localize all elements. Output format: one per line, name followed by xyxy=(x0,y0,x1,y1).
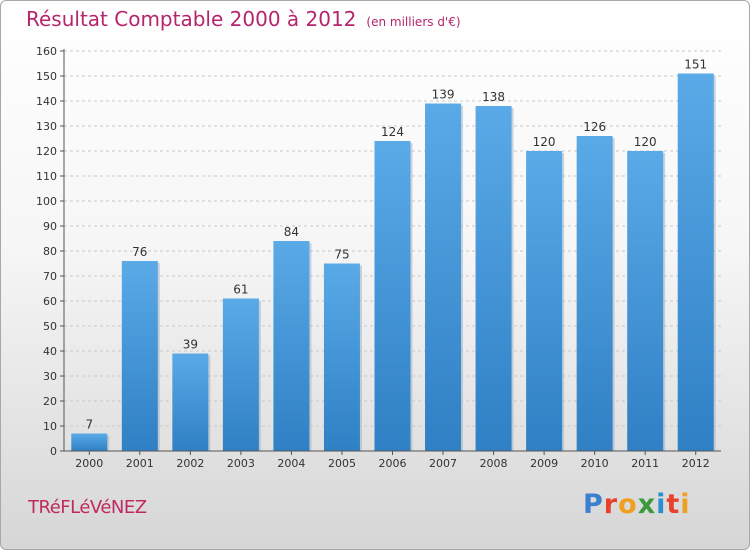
y-tick-label: 140 xyxy=(36,95,57,108)
x-tick-label: 2004 xyxy=(277,457,305,470)
y-tick-label: 160 xyxy=(36,45,57,58)
bar-2008[interactable] xyxy=(475,106,512,451)
y-tick-label: 60 xyxy=(43,295,57,308)
x-tick-label: 2003 xyxy=(227,457,255,470)
logo-letter: P xyxy=(583,489,604,520)
y-tick-label: 80 xyxy=(43,245,57,258)
bar-2007[interactable] xyxy=(425,103,462,452)
data-label: 124 xyxy=(381,125,404,139)
data-label: 120 xyxy=(634,135,657,149)
y-tick-label: 0 xyxy=(50,445,57,458)
data-label: 126 xyxy=(583,120,606,134)
data-label: 139 xyxy=(432,88,455,102)
y-tick-label: 70 xyxy=(43,270,57,283)
bar-2001[interactable] xyxy=(121,261,158,451)
commune-name: TRéFLéVéNEZ xyxy=(28,497,147,518)
bar-2009[interactable] xyxy=(526,151,563,451)
x-tick-label: 2002 xyxy=(176,457,204,470)
logo-letter: o xyxy=(618,489,638,520)
bar-2011[interactable] xyxy=(627,151,664,451)
chart-title: Résultat Comptable 2000 à 2012 (en millie… xyxy=(26,7,461,31)
bar-2006[interactable] xyxy=(374,141,411,451)
x-tick-label: 2009 xyxy=(530,457,558,470)
logo-letter: i xyxy=(680,489,691,520)
x-tick-label: 2008 xyxy=(480,457,508,470)
bar-2003[interactable] xyxy=(222,298,259,452)
bar-2005[interactable] xyxy=(323,263,360,452)
x-tick-label: 2005 xyxy=(328,457,356,470)
y-tick-label: 40 xyxy=(43,345,57,358)
x-tick-label: 2007 xyxy=(429,457,457,470)
x-tick-label: 2000 xyxy=(75,457,103,470)
chart-title-text: Résultat Comptable 2000 à 2012 xyxy=(26,7,357,31)
data-label: 120 xyxy=(533,135,556,149)
chart-subtitle: (en milliers d'€) xyxy=(366,15,461,29)
bars: 7 76 39 61 84 75 124 139 138 120 126 120 151 xyxy=(71,58,716,452)
y-tick-label: 110 xyxy=(36,170,57,183)
data-label: 75 xyxy=(334,248,349,262)
logo-letter: r xyxy=(603,489,619,520)
y-tick-label: 130 xyxy=(36,120,57,133)
data-label: 84 xyxy=(284,225,299,239)
y-tick-label: 100 xyxy=(36,195,57,208)
y-tick-label: 90 xyxy=(43,220,57,233)
x-tick-label: 2012 xyxy=(682,457,710,470)
logo-letter: t xyxy=(666,489,681,520)
bar-2000[interactable] xyxy=(71,433,108,452)
data-label: 151 xyxy=(684,58,707,72)
logo-letter: i xyxy=(656,489,667,520)
bar-2010[interactable] xyxy=(576,136,613,451)
x-tick-label: 2011 xyxy=(631,457,659,470)
axes: 0 10 20 30 40 50 60 70 80 90 100 110 120 130 140 150 160… xyxy=(36,45,721,470)
y-tick-label: 20 xyxy=(43,395,57,408)
x-tick-label: 2001 xyxy=(126,457,154,470)
proxiti-logo[interactable]: Proxiti xyxy=(583,489,691,520)
y-tick-label: 30 xyxy=(43,370,57,383)
data-label: 76 xyxy=(132,245,147,259)
bar-2002[interactable] xyxy=(172,353,209,452)
x-tick-label: 2010 xyxy=(581,457,609,470)
data-label: 61 xyxy=(233,283,248,297)
y-tick-label: 50 xyxy=(43,320,57,333)
data-label: 138 xyxy=(482,90,505,104)
y-tick-label: 150 xyxy=(36,70,57,83)
y-tick-label: 10 xyxy=(43,420,57,433)
bar-2012[interactable] xyxy=(677,73,714,452)
data-label: 7 xyxy=(85,418,93,432)
y-tick-label: 120 xyxy=(36,145,57,158)
data-label: 39 xyxy=(183,338,198,352)
x-tick-label: 2006 xyxy=(379,457,407,470)
bar-2004[interactable] xyxy=(273,241,310,451)
logo-letter: x xyxy=(637,489,657,520)
